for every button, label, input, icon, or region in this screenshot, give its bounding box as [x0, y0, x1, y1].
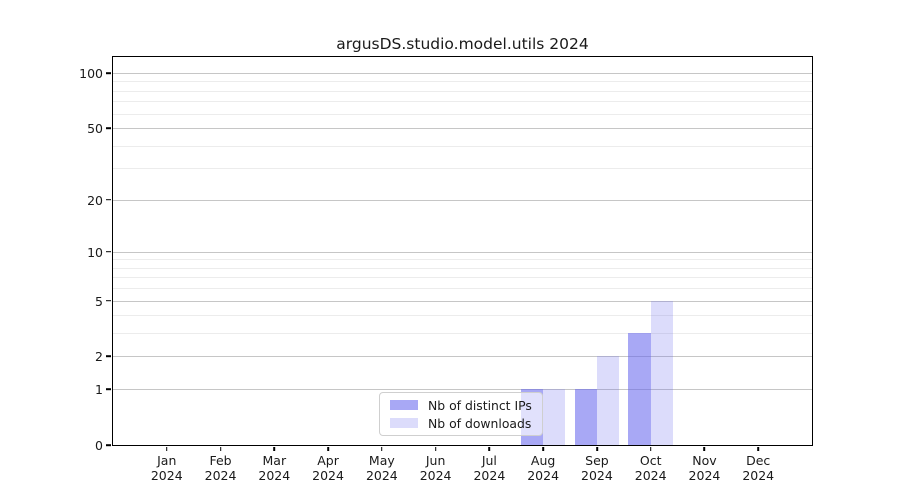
bar-distinct-ips	[628, 333, 651, 445]
x-tick-mark	[219, 446, 222, 452]
y-gridline-minor	[113, 315, 812, 317]
y-tick-label: 100	[79, 66, 103, 82]
legend-item: Nb of distinct IPs	[386, 398, 536, 413]
y-tick-mark	[106, 355, 112, 358]
y-gridline-major	[113, 199, 812, 201]
y-gridline-major	[113, 389, 812, 391]
legend-label: Nb of downloads	[428, 415, 532, 431]
x-tick-label: Jul 2024	[473, 453, 506, 483]
x-tick-label: Sep 2024	[581, 453, 613, 483]
chart-title: argusDS.studio.model.utils 2024	[336, 35, 589, 53]
y-tick-label: 2	[95, 349, 103, 365]
y-tick-mark	[106, 198, 112, 201]
y-tick-mark	[106, 388, 112, 390]
y-gridline-major	[113, 128, 812, 130]
x-tick-mark	[165, 446, 168, 452]
bar-downloads	[543, 389, 566, 445]
y-gridline-minor	[113, 90, 812, 92]
x-tick-mark	[434, 446, 437, 452]
y-gridline-minor	[113, 288, 812, 290]
y-tick-mark	[106, 127, 112, 129]
y-gridline-minor	[113, 168, 812, 170]
legend: Nb of distinct IPs Nb of downloads	[379, 392, 543, 436]
y-gridline-major	[113, 72, 812, 74]
y-gridline-minor	[113, 277, 812, 279]
bar-distinct-ips	[574, 389, 597, 445]
y-gridline-minor	[113, 113, 812, 115]
y-gridline-minor	[113, 101, 812, 103]
x-tick-mark	[649, 446, 652, 452]
y-tick-label: 1	[95, 382, 103, 398]
y-tick-mark	[106, 444, 112, 446]
x-tick-label: Dec 2024	[742, 453, 775, 483]
y-gridline-major	[113, 251, 812, 253]
y-gridline-minor	[113, 333, 812, 335]
x-tick-label: Mar 2024	[258, 453, 291, 483]
y-tick-mark	[106, 250, 112, 253]
x-tick-mark	[273, 446, 276, 452]
y-tick-label: 20	[87, 192, 103, 208]
x-tick-label: Nov 2024	[688, 453, 721, 483]
x-tick-mark	[703, 446, 706, 452]
x-tick-label: Aug 2024	[527, 453, 560, 483]
legend-item: Nb of downloads	[386, 416, 536, 431]
legend-label: Nb of distinct IPs	[428, 397, 532, 413]
legend-swatch	[390, 418, 418, 428]
y-tick-mark	[106, 299, 112, 302]
y-gridline-major	[113, 300, 812, 302]
y-tick-label: 50	[87, 121, 103, 137]
y-gridline-major	[113, 356, 812, 358]
legend-swatch	[390, 400, 418, 410]
x-tick-label: May 2024	[365, 453, 398, 483]
x-tick-mark	[596, 446, 598, 452]
x-tick-label: Jan 2024	[150, 453, 183, 483]
y-gridline-minor	[113, 267, 812, 269]
y-gridline-minor	[113, 145, 812, 147]
bar-downloads	[596, 356, 620, 445]
y-gridline-minor	[113, 259, 812, 261]
x-tick-mark	[757, 446, 760, 452]
x-tick-mark	[542, 446, 544, 452]
x-tick-mark	[327, 446, 329, 452]
y-tick-label: 5	[95, 293, 103, 309]
x-tick-label: Apr 2024	[312, 453, 344, 483]
y-tick-label: 0	[95, 438, 103, 454]
x-tick-mark	[488, 446, 491, 452]
x-tick-label: Oct 2024	[634, 453, 667, 483]
x-tick-label: Feb 2024	[204, 453, 237, 483]
plot-area: 0 1 2 5 10 20 50 100 Jan 2024 Feb 2024 Mar 2024 Apr…	[79, 56, 813, 483]
y-gridline-minor	[113, 81, 812, 83]
y-tick-label: 10	[87, 244, 103, 260]
x-tick-label: Jun 2024	[419, 453, 452, 483]
x-tick-mark	[381, 446, 383, 452]
bar-downloads	[650, 300, 673, 445]
y-tick-mark	[106, 72, 112, 74]
